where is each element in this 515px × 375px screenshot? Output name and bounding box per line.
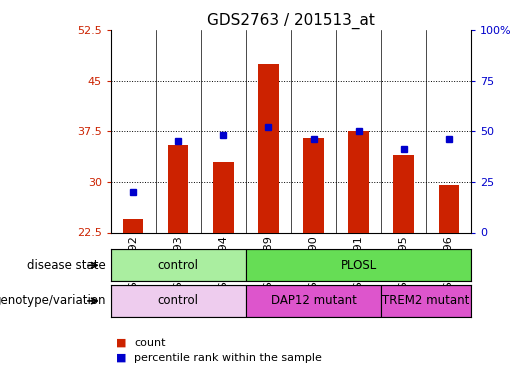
Bar [381, 285, 471, 317]
Bar [303, 138, 323, 232]
Bar [111, 249, 246, 281]
Text: ■: ■ [116, 338, 126, 348]
Text: count: count [134, 338, 165, 348]
Text: disease state: disease state [27, 259, 106, 272]
Bar [123, 219, 143, 232]
Bar [111, 285, 246, 317]
Text: ■: ■ [116, 353, 126, 363]
Bar [213, 162, 233, 232]
Bar [393, 155, 414, 232]
Bar [246, 249, 471, 281]
Title: GDS2763 / 201513_at: GDS2763 / 201513_at [207, 12, 375, 28]
Text: DAP12 mutant: DAP12 mutant [270, 294, 356, 307]
Bar [168, 145, 188, 232]
Bar [246, 285, 381, 317]
Text: PLOSL: PLOSL [340, 259, 376, 272]
Text: percentile rank within the sample: percentile rank within the sample [134, 353, 322, 363]
Text: TREM2 mutant: TREM2 mutant [383, 294, 470, 307]
Text: control: control [158, 294, 199, 307]
Bar [259, 64, 279, 232]
Bar [349, 131, 369, 232]
Text: control: control [158, 259, 199, 272]
Bar [439, 185, 459, 232]
Text: genotype/variation: genotype/variation [0, 294, 106, 307]
